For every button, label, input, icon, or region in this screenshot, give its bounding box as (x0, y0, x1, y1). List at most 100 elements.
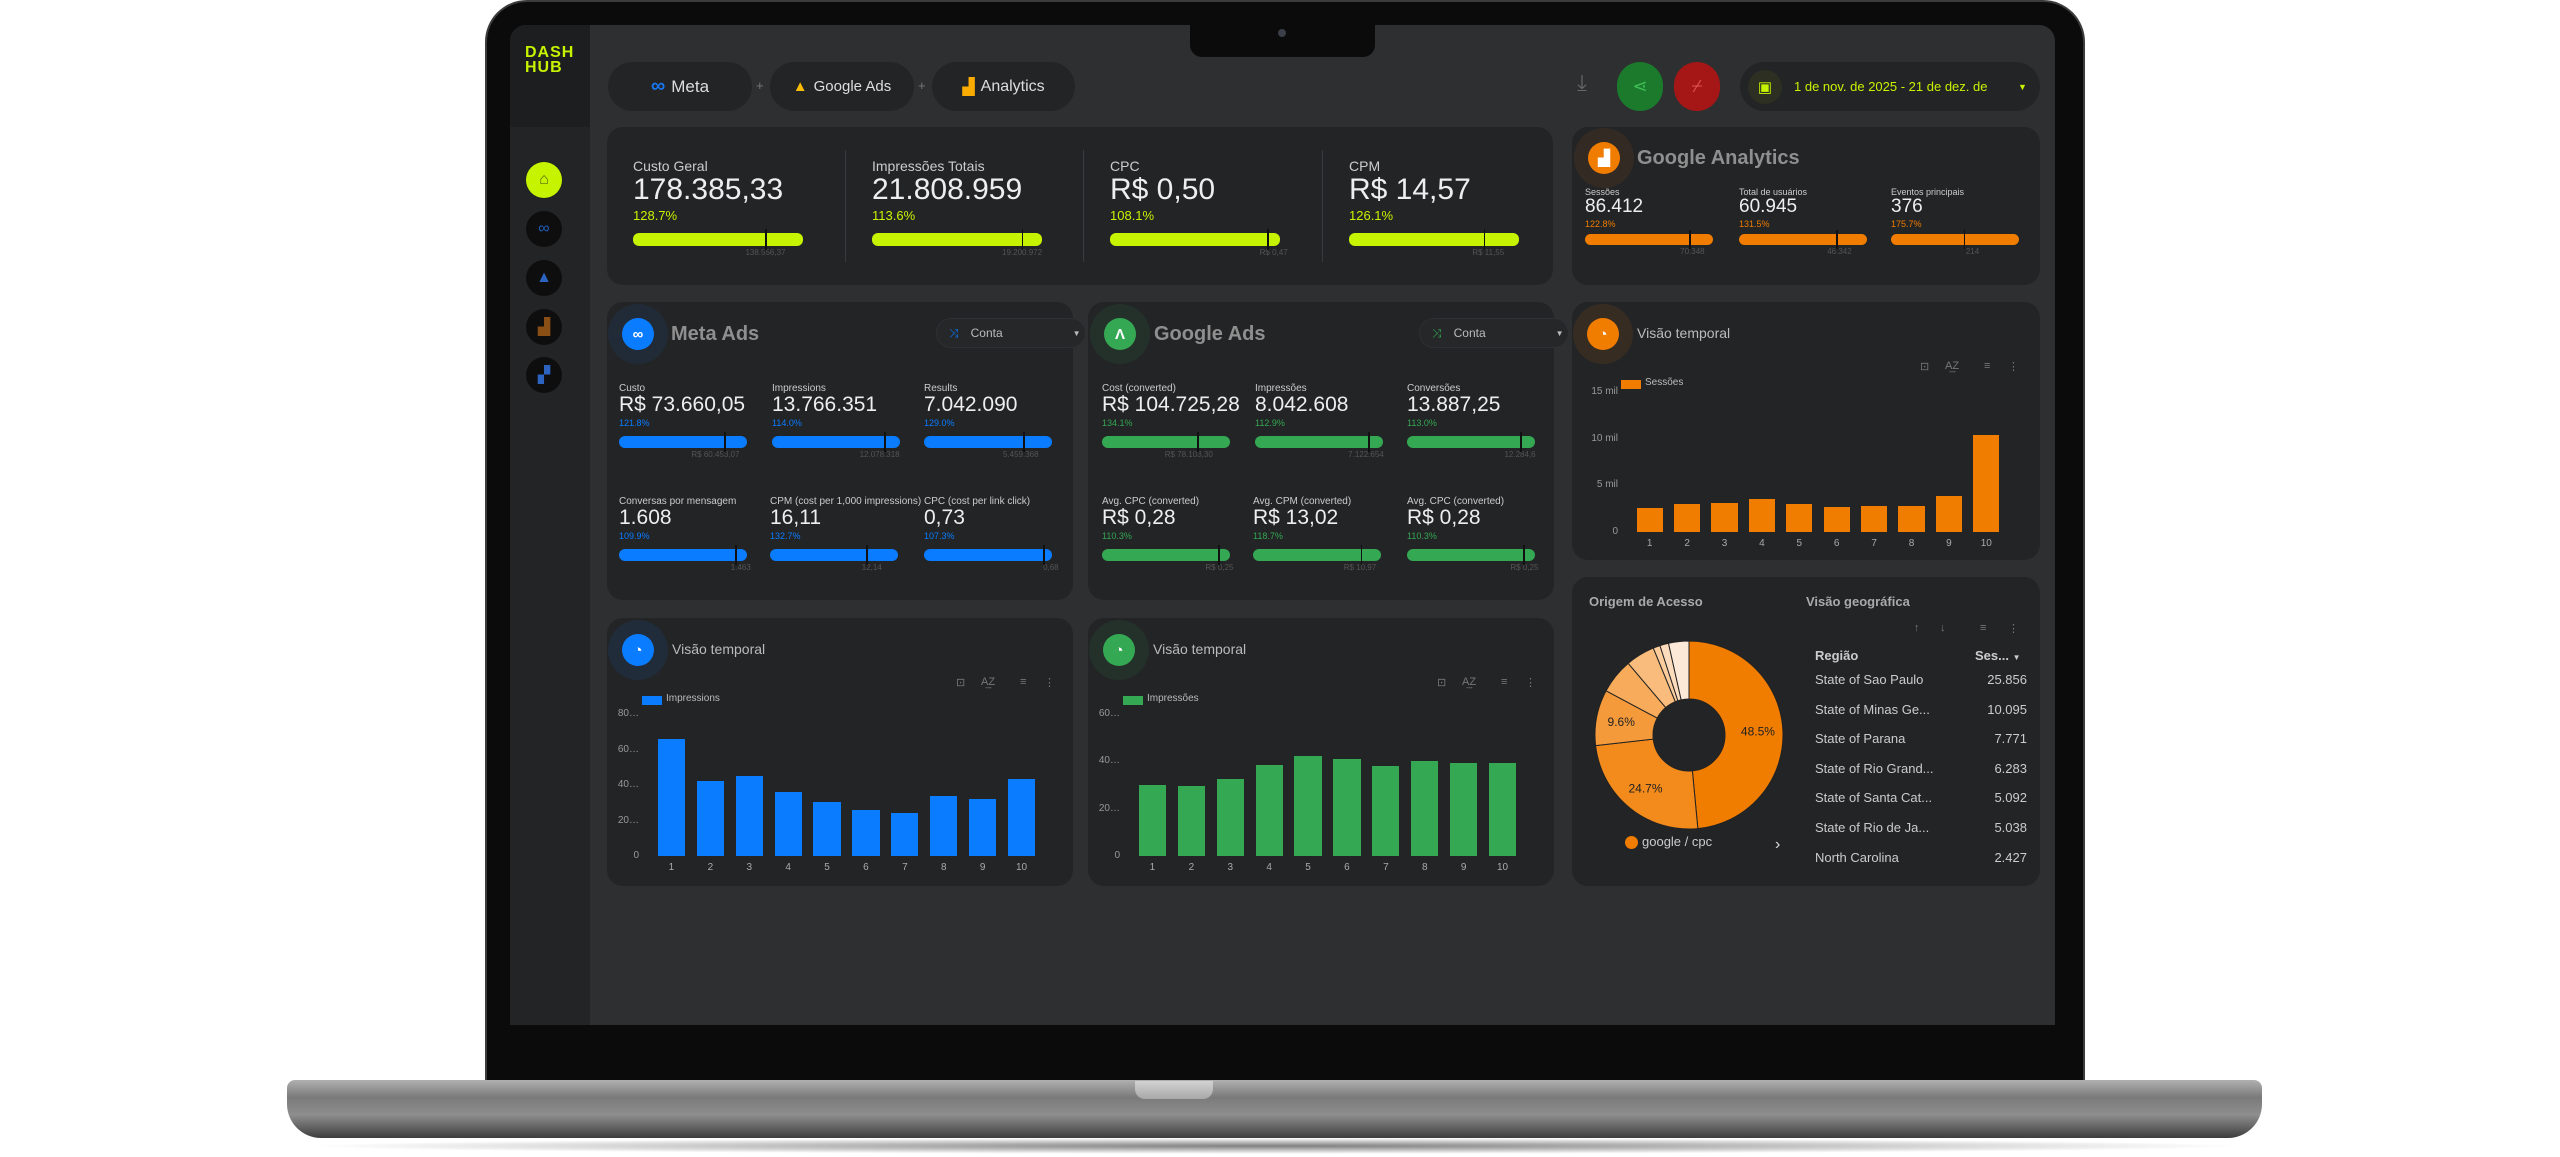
sort-az-button[interactable]: A͢Z (981, 676, 995, 688)
more-options-button[interactable]: ⋮ (2008, 360, 2019, 373)
metric[interactable]: Impressões 8.042.608 112.9% 7.122.654 (1255, 383, 1384, 459)
metric-value: 13.887,25 (1407, 393, 1501, 416)
metric[interactable]: Eventos principais 376 175.7% 214 (1891, 187, 2019, 256)
bar[interactable] (735, 776, 763, 856)
sidebar-item-reports[interactable]: ▞ (526, 357, 562, 393)
bar[interactable] (1450, 762, 1478, 856)
metric[interactable]: Impressões Totais 21.808.959 113.6% 19.200.… (872, 158, 1042, 257)
more-options-button[interactable]: ⋮ (1525, 676, 1536, 689)
account-dropdown[interactable]: ⤨ Conta ▼ (936, 318, 1086, 348)
filter-button[interactable]: ≡ (1020, 676, 1026, 688)
download-button[interactable]: ⤓ (1564, 70, 1600, 106)
filter-button[interactable]: ≡ (1501, 676, 1507, 688)
account-dropdown[interactable]: ⤨ Conta ▼ (1419, 318, 1569, 348)
metric-percent: 112.9% (1255, 418, 1285, 429)
bar[interactable] (813, 801, 841, 856)
table-row[interactable]: State of Sao Paulo 25.856 (1815, 672, 2027, 694)
bar[interactable] (1177, 785, 1205, 856)
table-row[interactable]: North Carolina 2.427 (1815, 850, 2027, 862)
sidebar-item-google-ads[interactable]: ▲ (526, 260, 562, 296)
metric[interactable]: Avg. CPC (converted) R$ 0,28 110.3% R$ 0,25 (1407, 496, 1538, 572)
source-tab-google-ads[interactable]: ▲ Google Ads (770, 62, 914, 111)
metric-value: 0,73 (924, 506, 965, 529)
table-row[interactable]: State of Minas Ge... 10.095 (1815, 702, 2027, 724)
column-header-region[interactable]: Região (1815, 648, 1859, 663)
bar[interactable] (930, 795, 958, 856)
sort-az-button[interactable]: A͢Z (1945, 360, 1959, 372)
bar[interactable] (1372, 765, 1400, 856)
source-tab-analytics[interactable]: ▟ Analytics (932, 62, 1075, 111)
metric[interactable]: Cost (converted) R$ 104.725,28 134.1% R$ 78… (1102, 383, 1240, 459)
share-button[interactable]: ⋖ (1617, 62, 1663, 111)
sort-az-button[interactable]: A͢Z (1462, 676, 1476, 688)
chart-settings-button[interactable]: ⊡ (1437, 676, 1446, 689)
bar[interactable] (774, 792, 802, 856)
bar[interactable] (1935, 495, 1962, 532)
metric[interactable]: Total de usuários 60.945 131.5% 46.342 (1739, 187, 1867, 256)
sidebar-item-home[interactable]: ⌂ (526, 162, 562, 198)
clear-filters-button[interactable]: ⌿ (1674, 62, 1720, 111)
bar[interactable] (1786, 504, 1813, 532)
bar[interactable] (1861, 505, 1888, 532)
bar[interactable] (1488, 763, 1517, 856)
table-row[interactable]: State of Rio Grand... 6.283 (1815, 761, 2027, 783)
donut-slice[interactable] (1688, 640, 1784, 830)
source-tab-meta[interactable]: ∞ Meta (608, 62, 752, 111)
metric[interactable]: Results 7.042.090 129.0% 5.459.368 (924, 383, 1052, 459)
donut-slice[interactable] (1667, 640, 1690, 701)
bar[interactable] (1333, 759, 1361, 856)
bar[interactable] (1711, 503, 1738, 532)
bar[interactable] (1674, 504, 1701, 532)
bar[interactable] (1007, 778, 1036, 856)
bar[interactable] (1973, 434, 2000, 532)
bar[interactable] (1748, 499, 1775, 532)
metric[interactable]: CPM (cost per 1,000 impressions) 16,11 132… (770, 496, 921, 572)
column-header-sessions[interactable]: Ses... ▼ (1975, 648, 2021, 663)
metric[interactable]: CPC (cost per link click) 0,73 107.3% 0,68 (924, 496, 1059, 572)
metric[interactable]: CPC R$ 0,50 108.1% R$ 0,47 (1110, 158, 1288, 257)
filter-button[interactable]: ≡ (1980, 622, 1986, 634)
logo[interactable]: DASH HUB (510, 25, 590, 127)
sidebar-item-analytics[interactable]: ▟ (526, 309, 562, 345)
bar[interactable] (1823, 506, 1850, 532)
metric[interactable]: Avg. CPC (converted) R$ 0,28 110.3% R$ 0,25 (1102, 496, 1233, 572)
metric[interactable]: CPM R$ 14,57 126.1% R$ 11,55 (1349, 158, 1519, 257)
bar[interactable] (657, 738, 686, 856)
table-row[interactable]: State of Santa Cat... 5.092 (1815, 790, 2027, 812)
table-row[interactable]: State of Rio de Ja... 5.038 (1815, 820, 2027, 842)
sort-descending-button[interactable]: ↓ (1940, 622, 1946, 634)
filter-button[interactable]: ≡ (1984, 360, 1990, 372)
bar[interactable] (1411, 760, 1439, 856)
table-row[interactable]: State of Parana 7.771 (1815, 731, 2027, 753)
metric[interactable]: Custo Geral 178.385,33 128.7% 138.556,37 (633, 158, 803, 257)
metric-percent: 134.1% (1102, 418, 1133, 429)
metric[interactable]: Avg. CPM (converted) R$ 13,02 118.7% R$ 10,… (1253, 496, 1381, 572)
metric[interactable]: Impressions 13.766.351 114.0% 12.078.318 (772, 383, 900, 459)
bar[interactable] (1216, 779, 1244, 856)
metric[interactable]: Conversas por mensagem 1.608 109.9% 1.463 (619, 496, 751, 572)
metric[interactable]: Custo R$ 73.660,05 121.8% R$ 60.453,07 (619, 383, 747, 459)
sort-ascending-button[interactable]: ↑ (1914, 622, 1920, 634)
more-options-button[interactable]: ⋮ (1044, 676, 1055, 689)
bar[interactable] (852, 809, 880, 856)
bar[interactable] (891, 813, 919, 856)
bar[interactable] (696, 781, 724, 856)
more-options-button[interactable]: ⋮ (2008, 622, 2019, 635)
date-range-picker[interactable]: ▣ 1 de nov. de 2025 - 21 de dez. de ▼ (1740, 62, 2040, 111)
bar[interactable] (1294, 755, 1322, 856)
x-tick-label: 6 (1833, 538, 1840, 549)
legend-next-button[interactable]: › (1775, 836, 1780, 854)
bar[interactable] (969, 799, 997, 856)
metric[interactable]: Conversões 13.887,25 113.0% 12.284,6 (1407, 383, 1536, 459)
bar[interactable] (1138, 785, 1167, 856)
x-tick-label: 8 (1421, 862, 1428, 873)
chart-settings-button[interactable]: ⊡ (956, 676, 965, 689)
bar[interactable] (1255, 765, 1283, 856)
sidebar-item-meta[interactable]: ∞ (526, 211, 562, 247)
y-tick-label: 40… (1098, 755, 1120, 767)
bar[interactable] (1636, 507, 1663, 532)
metric[interactable]: Sessões 86.412 122.8% 70.348 (1585, 187, 1713, 256)
chart-settings-button[interactable]: ⊡ (1920, 360, 1929, 373)
bar[interactable] (1898, 506, 1925, 532)
donut-slice[interactable] (1595, 738, 1699, 830)
